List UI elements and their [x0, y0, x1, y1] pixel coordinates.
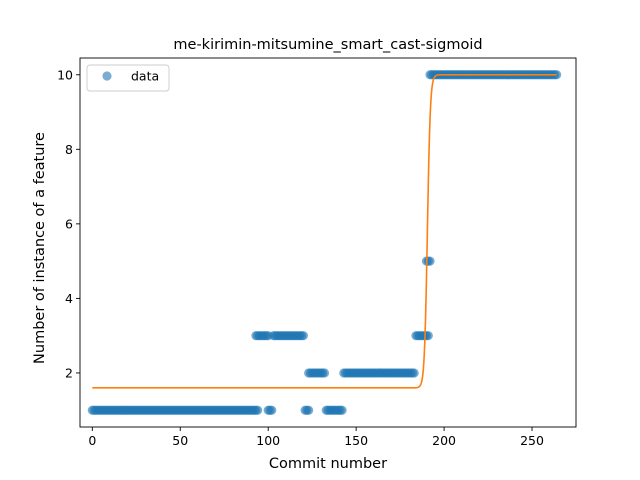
chart-title: me-kirimin-mitsumine_smart_cast-sigmoid [173, 37, 482, 53]
data-point [298, 331, 308, 341]
y-tick-label: 8 [65, 142, 73, 157]
data-point [253, 405, 263, 415]
data-point [425, 256, 435, 266]
legend-label: data [131, 69, 159, 84]
y-axis-label: Number of instance of a feature [32, 132, 48, 364]
x-tick-label: 200 [432, 433, 456, 448]
x-tick-label: 150 [344, 433, 368, 448]
sigmoid-fit-line [92, 73, 557, 389]
data-point [267, 405, 277, 415]
y-tick-label: 6 [65, 216, 73, 231]
plot-frame [79, 57, 577, 428]
y-tick-label: 10 [57, 67, 73, 82]
x-tick-label: 100 [256, 433, 280, 448]
x-tick-label: 250 [520, 433, 544, 448]
axes: 0 50 100 150 200 250 2 4 6 8 10 [57, 57, 577, 448]
plot-area [87, 70, 562, 415]
data-point [409, 368, 419, 378]
x-tick-label: 0 [88, 433, 96, 448]
data-series [87, 70, 562, 415]
y-tick-label: 2 [65, 365, 73, 380]
data-point [423, 331, 433, 341]
data-point [337, 405, 347, 415]
data-point [304, 405, 314, 415]
x-tick-label: 50 [172, 433, 188, 448]
x-axis-label: Commit number [269, 456, 387, 472]
data-point [319, 368, 330, 378]
legend: data [86, 64, 170, 92]
legend-marker [102, 71, 112, 81]
y-tick-label: 4 [65, 291, 73, 306]
